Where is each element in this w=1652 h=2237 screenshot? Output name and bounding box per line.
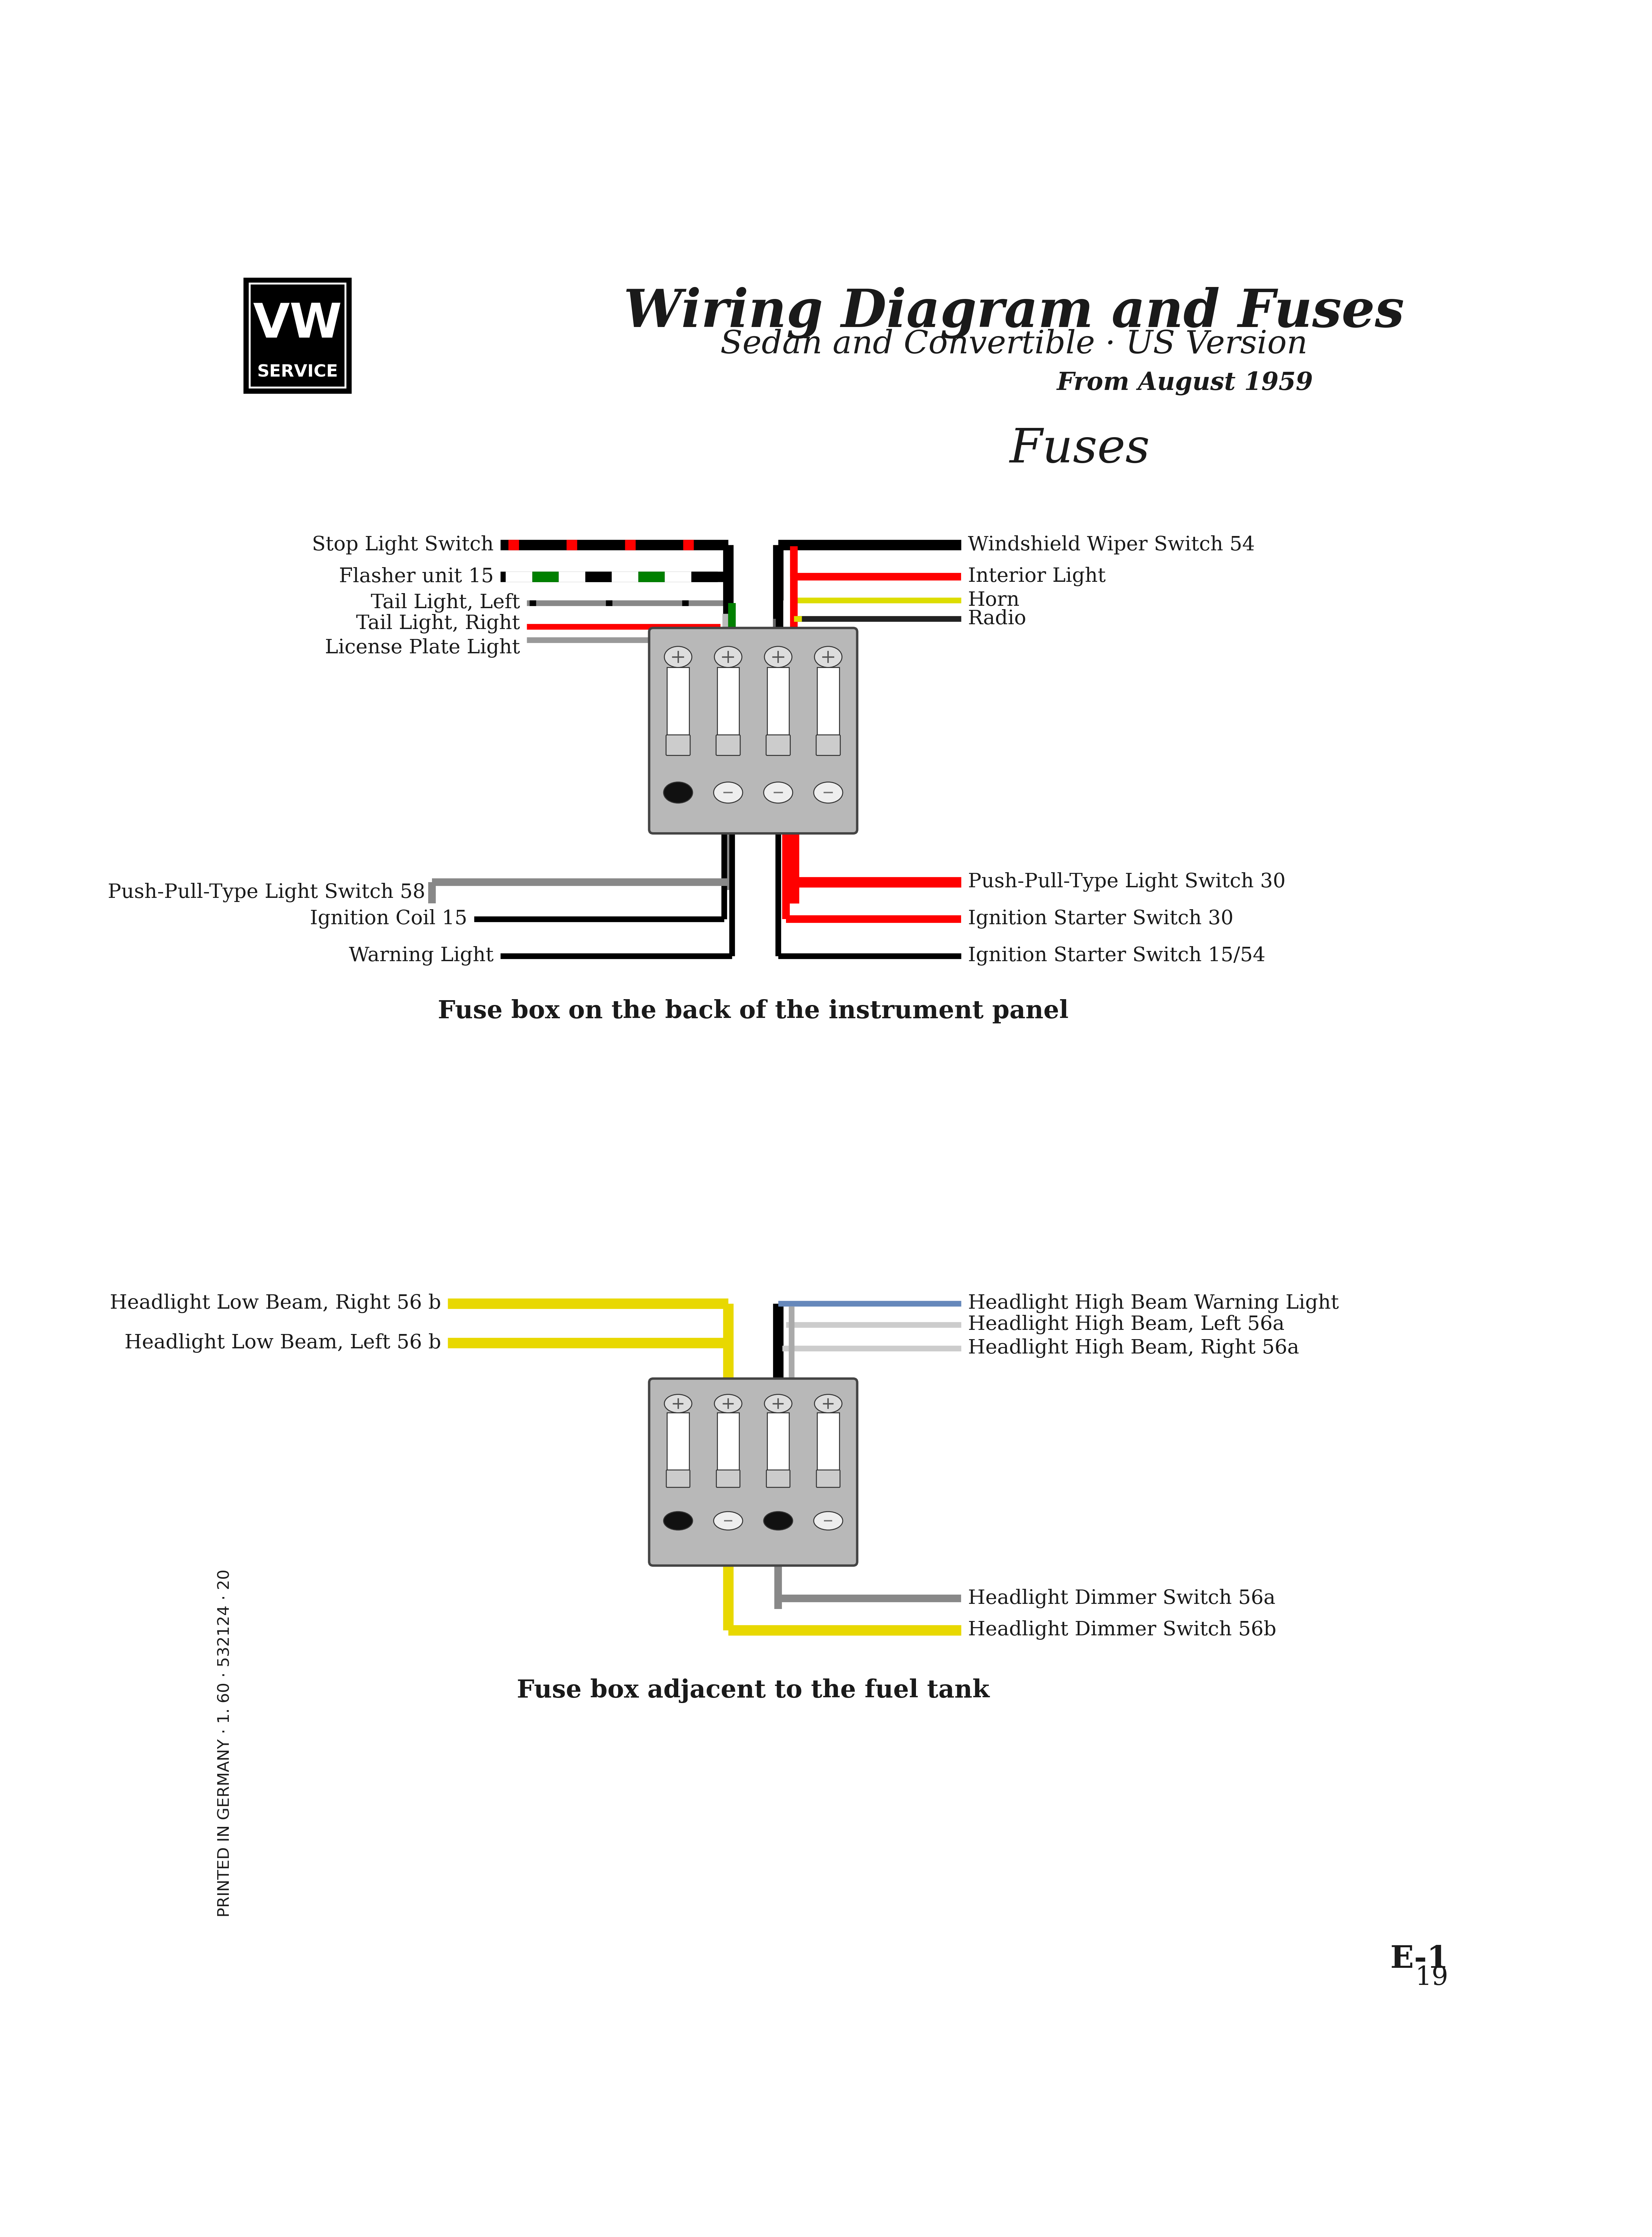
Text: Tail Light, Left: Tail Light, Left <box>370 593 520 613</box>
FancyBboxPatch shape <box>717 1470 740 1488</box>
Text: Push-Pull-Type Light Switch 30: Push-Pull-Type Light Switch 30 <box>968 872 1285 893</box>
Text: Ignition Coil 15: Ignition Coil 15 <box>311 908 468 928</box>
FancyBboxPatch shape <box>666 736 691 756</box>
Text: SERVICE: SERVICE <box>258 365 339 380</box>
FancyBboxPatch shape <box>767 1470 790 1488</box>
Text: VW: VW <box>253 302 342 347</box>
Ellipse shape <box>763 1512 793 1530</box>
Bar <box>767 1414 790 1470</box>
Ellipse shape <box>714 1512 743 1530</box>
Text: Headlight Low Beam, Left 56 b: Headlight Low Beam, Left 56 b <box>124 1333 441 1353</box>
FancyBboxPatch shape <box>649 629 857 834</box>
Bar <box>818 667 839 736</box>
Text: Tail Light, Right
License Plate Light: Tail Light, Right License Plate Light <box>325 615 520 658</box>
FancyBboxPatch shape <box>249 284 345 387</box>
Ellipse shape <box>765 646 791 667</box>
FancyBboxPatch shape <box>715 736 740 756</box>
Text: Sedan and Convertible · US Version: Sedan and Convertible · US Version <box>720 329 1307 360</box>
FancyBboxPatch shape <box>816 1470 839 1488</box>
Text: Ignition Starter Switch 30: Ignition Starter Switch 30 <box>968 908 1234 928</box>
Ellipse shape <box>763 783 793 803</box>
Text: Windshield Wiper Switch 54: Windshield Wiper Switch 54 <box>968 535 1256 555</box>
Text: Stop Light Switch: Stop Light Switch <box>312 535 494 555</box>
Text: Horn: Horn <box>968 591 1019 611</box>
Bar <box>667 667 689 736</box>
Text: Fuse box adjacent to the fuel tank: Fuse box adjacent to the fuel tank <box>517 1678 990 1702</box>
Text: 19: 19 <box>1416 1964 1449 1991</box>
Ellipse shape <box>814 646 843 667</box>
Ellipse shape <box>714 1394 742 1414</box>
Ellipse shape <box>765 1394 791 1414</box>
Ellipse shape <box>814 1394 843 1414</box>
Text: Warning Light: Warning Light <box>349 946 494 966</box>
Ellipse shape <box>664 783 692 803</box>
Text: Interior Light: Interior Light <box>968 566 1105 586</box>
Text: PRINTED IN GERMANY · 1. 60 · 532124 · 20: PRINTED IN GERMANY · 1. 60 · 532124 · 20 <box>218 1570 233 1917</box>
Text: E-1: E-1 <box>1389 1944 1449 1975</box>
Ellipse shape <box>814 1512 843 1530</box>
Text: Headlight High Beam, Left 56a: Headlight High Beam, Left 56a <box>968 1315 1284 1333</box>
Text: Headlight High Beam Warning Light: Headlight High Beam Warning Light <box>968 1293 1338 1313</box>
Text: From August 1959: From August 1959 <box>1057 371 1313 396</box>
Text: Headlight Low Beam, Right 56 b: Headlight Low Beam, Right 56 b <box>109 1293 441 1313</box>
Text: Radio: Radio <box>968 608 1026 629</box>
Bar <box>717 667 738 736</box>
Ellipse shape <box>664 1394 692 1414</box>
FancyBboxPatch shape <box>816 736 841 756</box>
Text: Headlight High Beam, Right 56a: Headlight High Beam, Right 56a <box>968 1338 1298 1358</box>
Bar <box>667 1414 689 1470</box>
Bar <box>767 667 790 736</box>
Text: Flasher unit 15: Flasher unit 15 <box>339 566 494 586</box>
Text: Headlight Dimmer Switch 56b: Headlight Dimmer Switch 56b <box>968 1620 1277 1640</box>
Text: Fuses: Fuses <box>1009 427 1150 472</box>
Text: Ignition Starter Switch 15/54: Ignition Starter Switch 15/54 <box>968 946 1265 966</box>
Ellipse shape <box>714 646 742 667</box>
Ellipse shape <box>814 783 843 803</box>
Text: Fuse box on the back of the instrument panel: Fuse box on the back of the instrument p… <box>438 1000 1069 1022</box>
Text: Headlight Dimmer Switch 56a: Headlight Dimmer Switch 56a <box>968 1588 1275 1608</box>
Bar <box>818 1414 839 1470</box>
Ellipse shape <box>714 783 743 803</box>
Text: Wiring Diagram and Fuses: Wiring Diagram and Fuses <box>623 286 1404 338</box>
FancyBboxPatch shape <box>666 1470 691 1488</box>
Ellipse shape <box>664 646 692 667</box>
FancyBboxPatch shape <box>244 280 350 391</box>
Text: Push-Pull-Type Light Switch 58: Push-Pull-Type Light Switch 58 <box>107 884 425 902</box>
Ellipse shape <box>664 1512 692 1530</box>
Bar <box>717 1414 738 1470</box>
FancyBboxPatch shape <box>767 736 790 756</box>
FancyBboxPatch shape <box>649 1378 857 1566</box>
